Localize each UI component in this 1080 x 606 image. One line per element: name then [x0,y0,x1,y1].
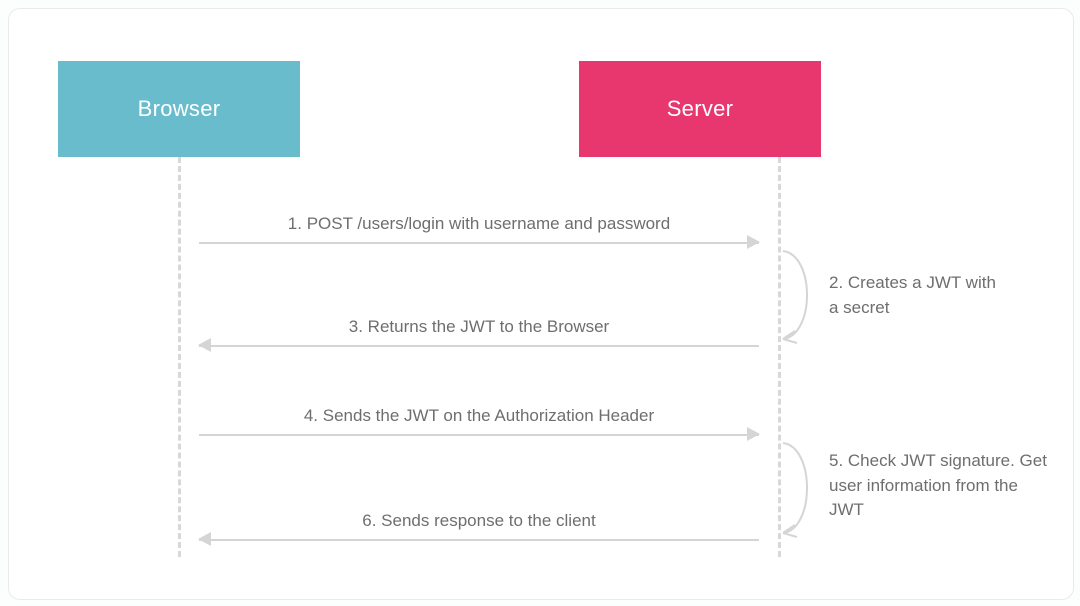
message-4-arrow [199,434,759,436]
selfstep-2-arc [781,249,821,341]
lifeline-browser [178,157,181,557]
selfstep-5-label: 5. Check JWT signature. Get user informa… [829,449,1049,523]
selfstep-2-label: 2. Creates a JWT with a secret [829,271,999,320]
message-3-label: 3. Returns the JWT to the Browser [199,317,759,337]
message-1-arrowhead-icon [747,235,760,249]
message-4-arrowhead-icon [747,427,760,441]
message-6-label: 6. Sends response to the client [199,511,759,531]
message-4-label: 4. Sends the JWT on the Authorization He… [199,406,759,426]
message-1-arrow [199,242,759,244]
selfstep-5-arc [781,441,821,535]
message-1-label: 1. POST /users/login with username and p… [199,214,759,234]
message-3-arrowhead-icon [198,338,211,352]
message-6-arrowhead-icon [198,532,211,546]
actor-server: Server [579,61,821,157]
actor-browser: Browser [58,61,300,157]
message-3-arrow [199,345,759,347]
message-6-arrow [199,539,759,541]
diagram-frame: Browser Server 1. POST /users/login with… [8,8,1074,600]
